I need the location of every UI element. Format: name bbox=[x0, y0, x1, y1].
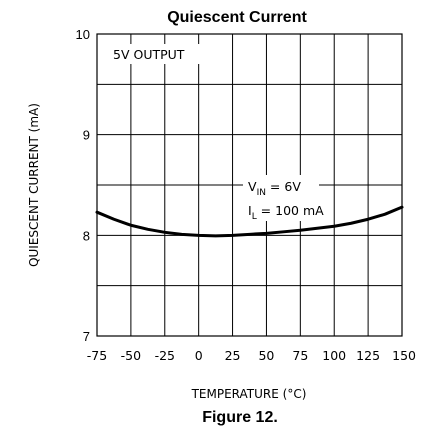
il-symbol: I bbox=[248, 203, 252, 218]
series-line bbox=[95, 205, 404, 238]
vin-value: = 6V bbox=[266, 179, 301, 194]
x-tick-label: -50 bbox=[121, 348, 141, 363]
x-tick-label: 125 bbox=[356, 348, 380, 363]
vin-subscript: IN bbox=[257, 188, 266, 198]
chart-title: Quiescent Current bbox=[167, 9, 307, 26]
annotations: 5V OUTPUT VIN = 6V IL = 100 mA bbox=[108, 44, 324, 222]
condition-label-bg bbox=[243, 175, 319, 221]
vin-symbol: V bbox=[248, 179, 257, 194]
x-tick-label: 100 bbox=[322, 348, 346, 363]
x-tick-labels: -75 -50 -25 0 25 50 75 100 125 150 bbox=[87, 348, 416, 363]
x-axis-label: TEMPERATURE (°C) bbox=[191, 387, 307, 401]
x-tick-label: -25 bbox=[155, 348, 175, 363]
x-tick-label: 75 bbox=[292, 348, 308, 363]
x-tick-label: 0 bbox=[195, 348, 203, 363]
y-axis-label: QUIESCENT CURRENT (mA) bbox=[27, 103, 41, 267]
y-tick-label: 9 bbox=[83, 128, 90, 143]
x-tick-label: -75 bbox=[87, 348, 107, 363]
x-tick-label: 150 bbox=[392, 348, 416, 363]
il-value: = 100 mA bbox=[257, 203, 324, 218]
x-tick-label: 25 bbox=[225, 348, 241, 363]
il-subscript: L bbox=[252, 212, 257, 222]
output-label-bg bbox=[108, 44, 204, 64]
y-tick-labels: 7 8 9 10 bbox=[76, 27, 90, 344]
figure-caption: Figure 12. bbox=[202, 409, 278, 426]
y-tick-label: 10 bbox=[76, 27, 90, 42]
il-label: IL = 100 mA bbox=[248, 203, 324, 222]
vin-label: VIN = 6V bbox=[248, 179, 301, 198]
plot-frame bbox=[96, 33, 403, 337]
x-tick-label: 50 bbox=[258, 348, 274, 363]
y-tick-label: 8 bbox=[83, 228, 90, 243]
output-label: 5V OUTPUT bbox=[113, 47, 185, 62]
y-tick-label: 7 bbox=[83, 329, 90, 344]
